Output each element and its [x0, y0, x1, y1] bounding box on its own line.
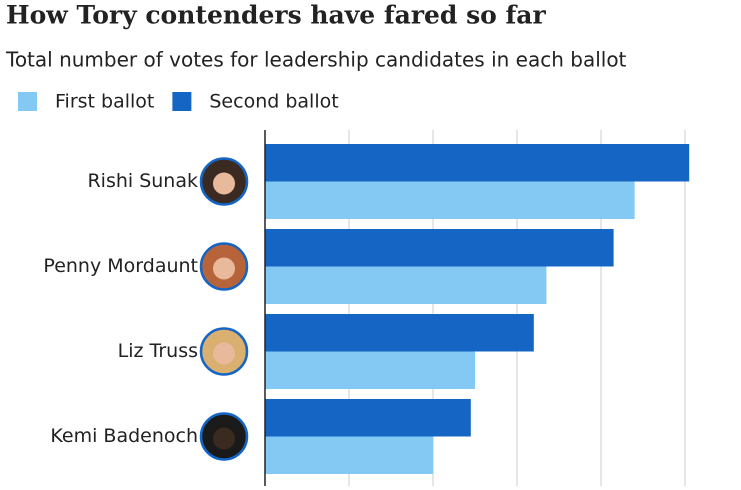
bar: [265, 266, 547, 304]
category-label: Penny Mordaunt: [43, 255, 198, 277]
category-label: Liz Truss: [118, 340, 198, 362]
legend-label: Second ballot: [209, 91, 338, 113]
bar: [265, 314, 534, 352]
legend-swatch: [172, 92, 192, 111]
photo-face: [213, 257, 235, 280]
bar: [265, 144, 690, 182]
bar: [265, 229, 614, 267]
category-label: Rishi Sunak: [87, 170, 198, 192]
legend-label: First ballot: [55, 91, 154, 113]
photo-face: [213, 427, 235, 450]
bar: [265, 399, 471, 437]
bar: [265, 181, 635, 219]
chart-title: How Tory contenders have fared so far: [6, 1, 547, 30]
bar: [265, 436, 433, 474]
bar: [265, 351, 475, 389]
photo-face: [213, 342, 235, 365]
legend-swatch: [18, 92, 37, 111]
chart-subtitle: Total number of votes for leadership can…: [5, 48, 627, 72]
category-label: Kemi Badenoch: [50, 425, 198, 447]
photo-face: [213, 172, 235, 195]
